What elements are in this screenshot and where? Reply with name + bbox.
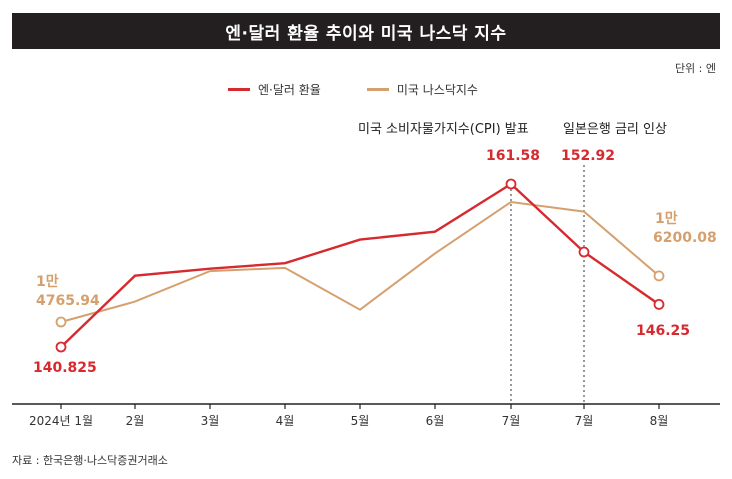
chart-title-bar: 엔·달러 환율 추이와 미국 나스닥 지수	[12, 13, 720, 49]
data-label-nasdaq-end-line1: 1만	[655, 211, 678, 227]
annotation-cpi: 미국 소비자물가지수(CPI) 발표	[358, 122, 529, 137]
usdjpy-point	[653, 298, 665, 310]
unit-label: 단위 : 엔	[674, 62, 716, 75]
usdjpy-point	[55, 341, 67, 353]
x-tick-label: 3월	[201, 414, 220, 428]
legend-label-nasdaq: 미국 나스닥지수	[396, 83, 478, 97]
data-label-usdjpy-end: 146.25	[636, 323, 690, 339]
data-label-usdjpy-mid: 152.92	[561, 148, 615, 164]
nasdaq-line	[60, 200, 660, 323]
data-label-nasdaq-end-line2: 6200.08	[653, 230, 717, 246]
x-tick-label: 2024년 1월	[29, 414, 93, 428]
legend: 엔·달러 환율 미국 나스닥지수	[228, 81, 478, 98]
nasdaq-point	[55, 316, 67, 328]
legend-swatch-nasdaq	[366, 88, 389, 91]
annotation-boj-rate-hike: 일본은행 금리 인상	[563, 121, 667, 137]
usdjpy-point	[578, 246, 590, 258]
x-tick-label: 7월	[575, 414, 594, 428]
x-tick-label: 7월	[502, 414, 521, 428]
data-label-usdjpy-start: 140.825	[33, 360, 97, 376]
data-label-usdjpy-peak: 161.58	[486, 148, 540, 164]
legend-item-usdjpy: 엔·달러 환율	[228, 81, 321, 98]
source-note: 자료 : 한국은행·나스닥증권거래소	[12, 454, 168, 467]
chart-title: 엔·달러 환율 추이와 미국 나스닥 지수	[225, 23, 507, 44]
nasdaq-point	[653, 270, 665, 282]
usdjpy-line	[60, 182, 660, 348]
legend-swatch-usdjpy	[228, 88, 250, 91]
data-label-nasdaq-start-line2: 4765.94	[36, 293, 100, 309]
x-tick-label: 8월	[650, 414, 669, 428]
legend-item-nasdaq: 미국 나스닥지수	[366, 81, 478, 98]
x-tick-label: 2월	[126, 414, 145, 428]
data-label-nasdaq-start-line1: 1만	[36, 274, 59, 290]
x-tick-label: 4월	[276, 414, 295, 428]
x-tick-label: 6월	[426, 414, 445, 428]
legend-label-usdjpy: 엔·달러 환율	[258, 83, 321, 97]
usdjpy-point	[505, 178, 517, 190]
x-tick-label: 5월	[351, 414, 370, 428]
